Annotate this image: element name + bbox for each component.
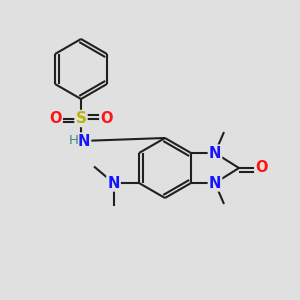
Text: O: O	[49, 111, 62, 126]
Text: N: N	[107, 176, 120, 190]
Text: N: N	[209, 176, 221, 190]
Text: O: O	[100, 111, 113, 126]
Text: O: O	[255, 160, 268, 175]
Text: N: N	[78, 134, 90, 148]
Text: H: H	[69, 134, 78, 147]
Text: S: S	[76, 111, 86, 126]
Text: N: N	[209, 146, 221, 160]
